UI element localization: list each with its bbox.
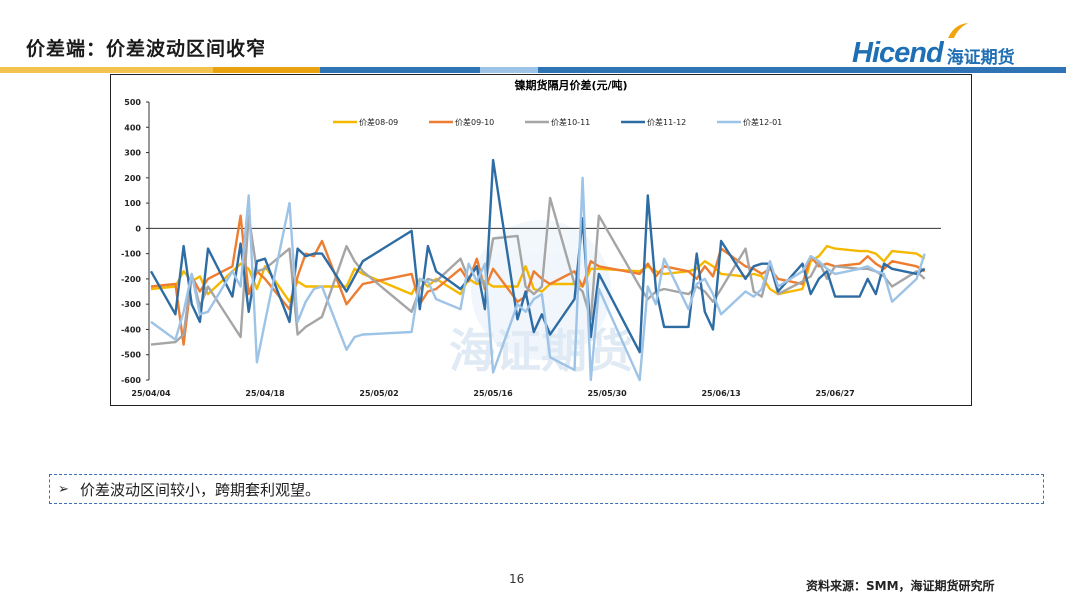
x-tick-label: 25/05/16 [473, 389, 513, 398]
header-stripe-4 [480, 67, 538, 73]
data-source: 资料来源：SMM，海证期货研究所 [806, 579, 995, 593]
summary-text: 价差波动区间较小，跨期套利观望。 [80, 480, 321, 499]
legend-label: 价差10-11 [551, 117, 590, 127]
header-stripe-5 [538, 67, 1066, 73]
y-tick-label: -500 [121, 351, 141, 360]
y-tick-label: -100 [121, 250, 141, 259]
series-group [149, 158, 926, 382]
legend-label: 价差12-01 [743, 117, 782, 127]
x-axis: 25/04/04 25/04/18 25/05/02 25/05/16 25/05/30… [131, 389, 854, 398]
chart-frame: 海证期货 镍期货隔月价差(元/吨) 500 400 300 200 100 0 -100 -2… [110, 74, 972, 406]
x-tick-label: 25/06/13 [701, 389, 740, 398]
y-tick-label: -200 [121, 275, 141, 284]
y-tick-label: 400 [124, 123, 141, 132]
header-stripe-1 [0, 67, 213, 73]
page-number: 16 [509, 572, 525, 586]
series-line-3 [150, 196, 926, 346]
x-tick-label: 25/06/27 [815, 389, 854, 398]
chart-legend: 价差08-09 价差09-10 价差10-11 价差11-12 价差12-01 [333, 117, 782, 127]
x-tick-label: 25/05/02 [359, 389, 398, 398]
y-tick-label: 200 [124, 174, 141, 183]
y-tick-label: 0 [135, 224, 141, 233]
x-tick-label: 25/05/30 [587, 389, 627, 398]
y-tick-label: 300 [124, 149, 141, 158]
chart-title: 镍期货隔月价差(元/吨) [514, 78, 627, 92]
legend-label: 价差09-10 [455, 117, 494, 127]
y-tick-label: 500 [124, 98, 141, 107]
y-tick-label: 100 [124, 199, 141, 208]
brand-swoosh-icon [948, 23, 968, 38]
summary-note: ➢ 价差波动区间较小，跨期套利观望。 [49, 474, 1044, 504]
y-tick-label: -300 [121, 300, 141, 309]
y-tick-label: -600 [121, 376, 141, 385]
header-stripe-2 [213, 67, 320, 73]
slide-title: 价差端：价差波动区间收窄 [26, 38, 267, 60]
spread-line-chart: 海证期货 镍期货隔月价差(元/吨) 500 400 300 200 100 0 -100 -2… [121, 78, 941, 398]
brand-logo: Hicend 海证期货 [852, 23, 1015, 69]
brand-logo-text: Hicend [852, 37, 944, 69]
header-stripe-3 [320, 67, 480, 73]
series-line-5 [150, 176, 926, 382]
legend-label: 价差08-09 [359, 117, 398, 127]
legend-label: 价差11-12 [647, 117, 686, 127]
x-tick-label: 25/04/04 [131, 389, 171, 398]
brand-name-cn: 海证期货 [946, 48, 1015, 69]
y-axis: 500 400 300 200 100 0 -100 -200 -300 -400 -500 -600 [121, 98, 149, 385]
y-tick-label: -400 [121, 325, 141, 334]
arrow-bullet-icon: ➢ [58, 481, 69, 497]
x-tick-label: 25/04/18 [245, 389, 285, 398]
watermark-cn: 海证期货 [449, 324, 633, 378]
watermark: 海证期货 [449, 220, 633, 378]
